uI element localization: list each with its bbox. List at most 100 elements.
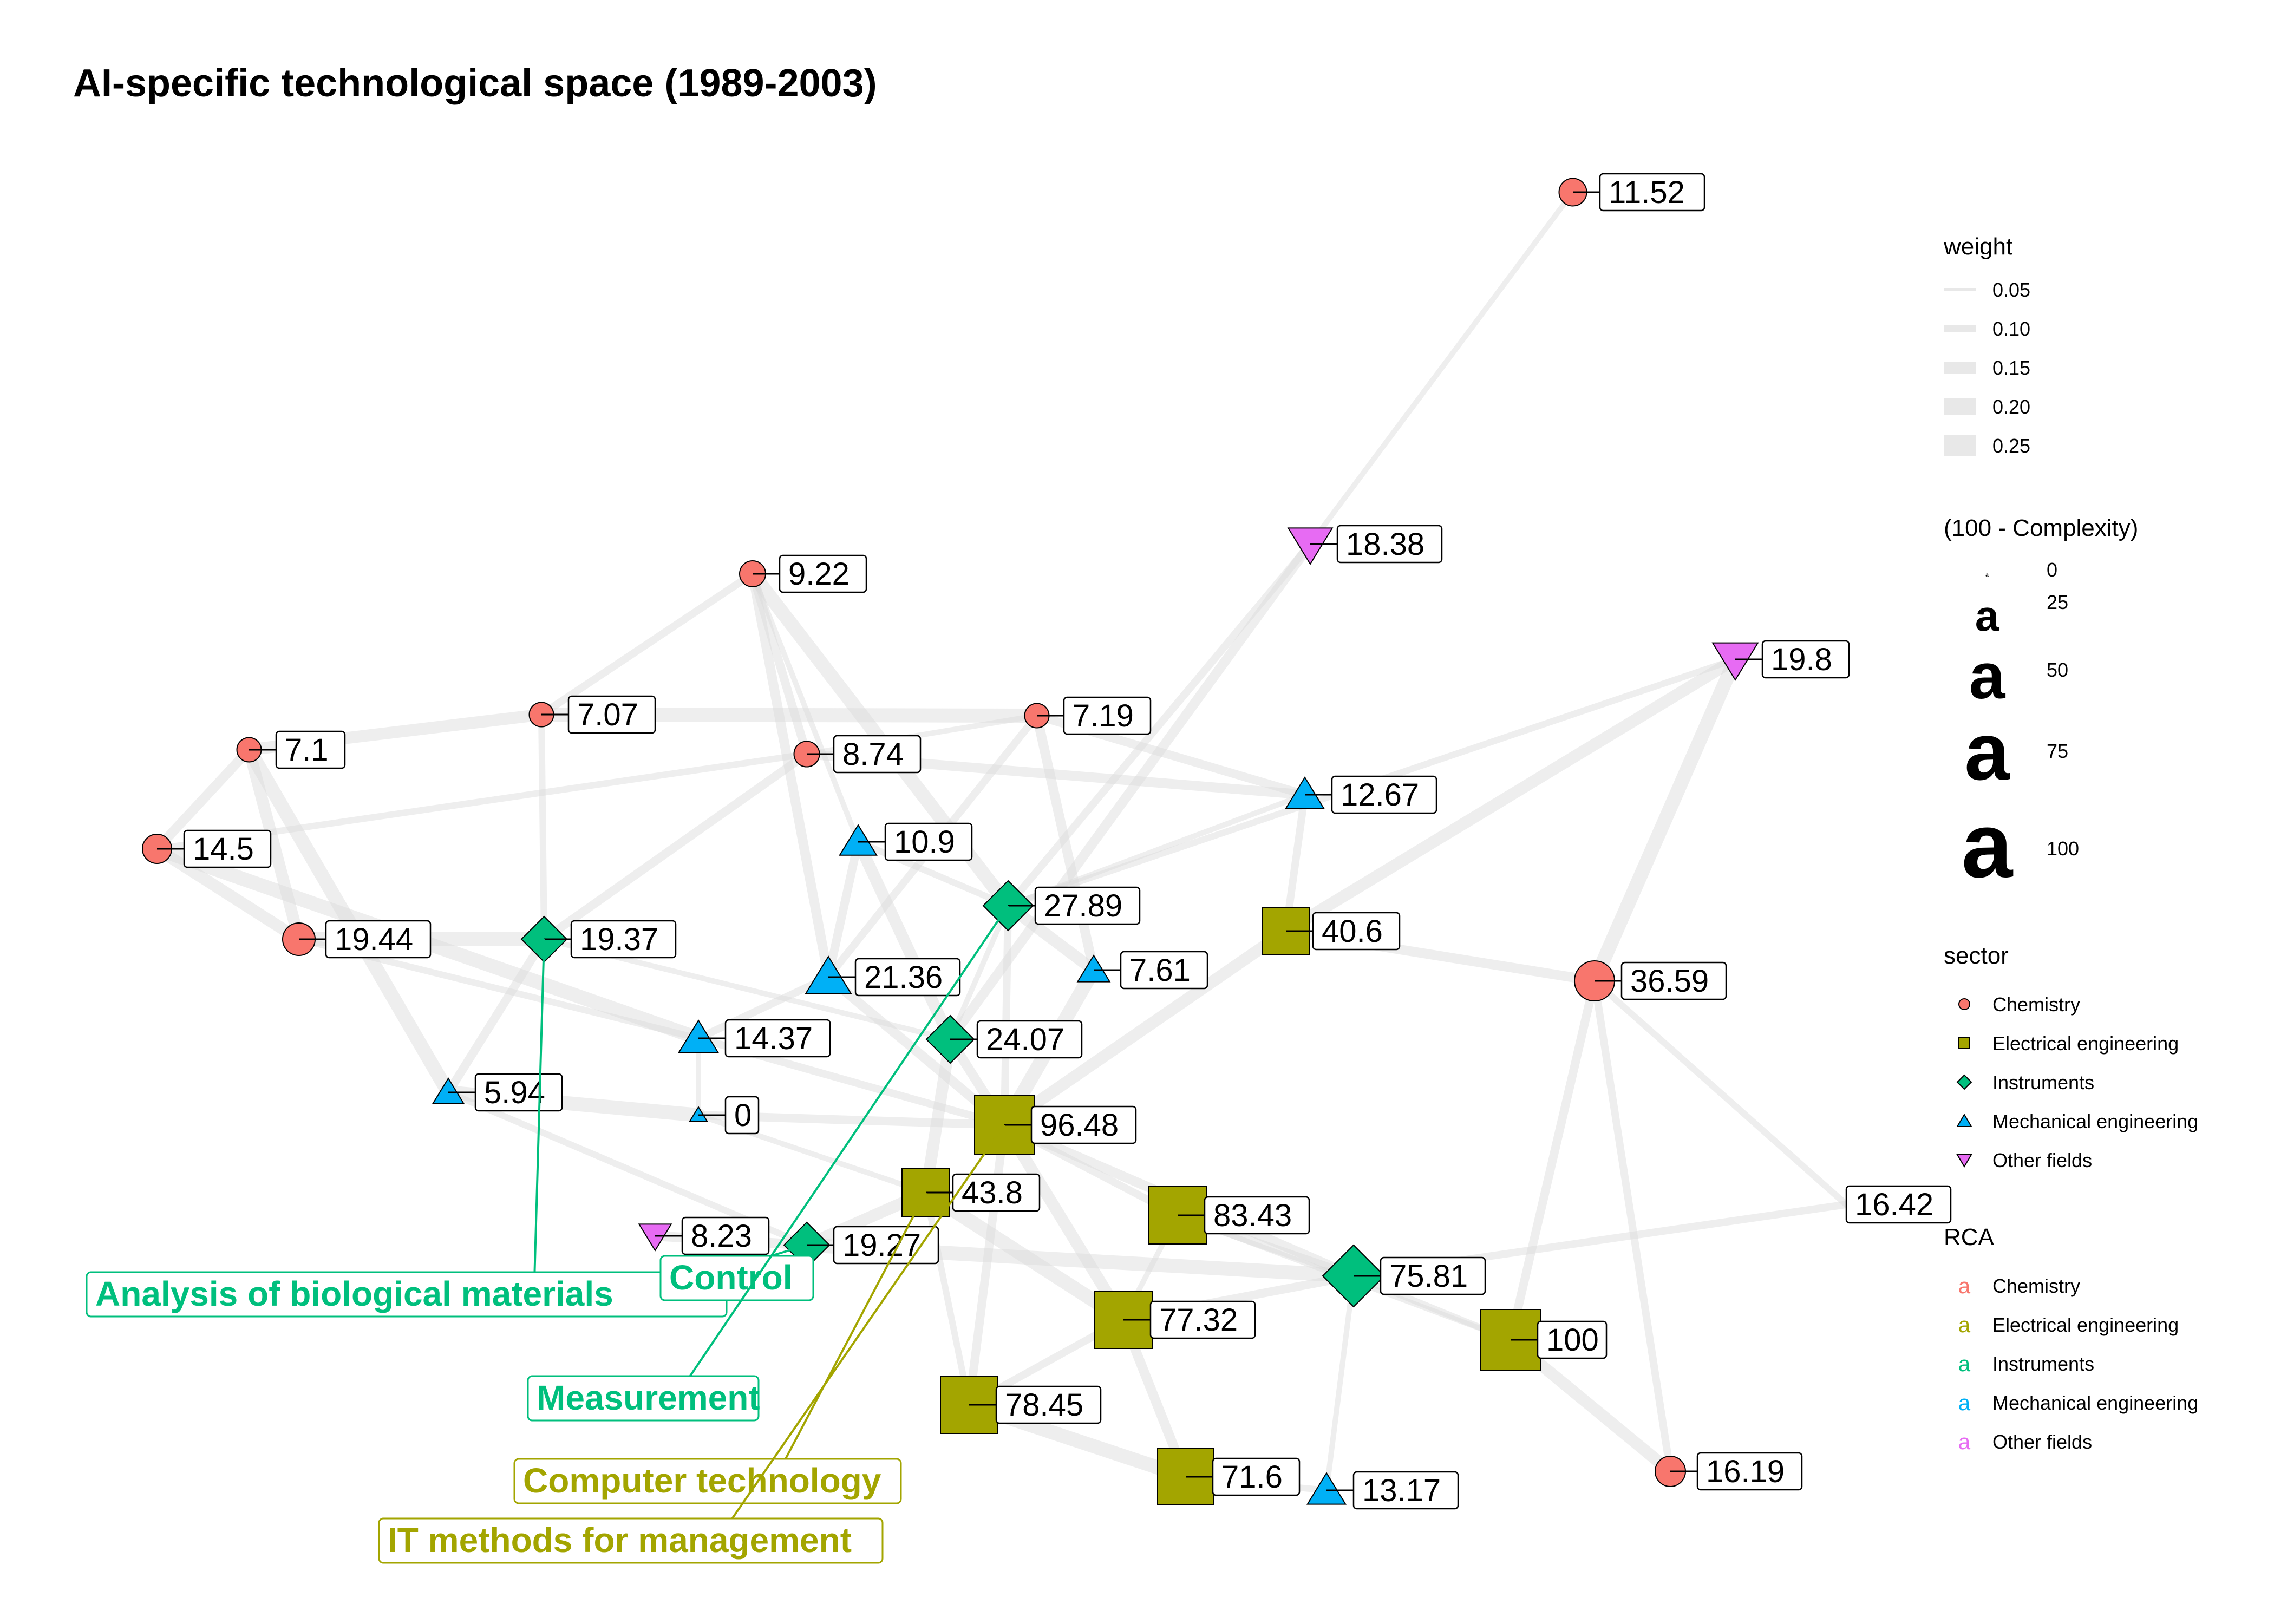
field-label-layer: Analysis of biological materials Control M…	[86, 905, 1009, 1564]
edge	[1324, 1273, 1356, 1493]
legend-size-label: 75	[2047, 740, 2068, 762]
node-label-box	[952, 1173, 1041, 1212]
node-label-box	[1696, 1452, 1803, 1491]
legend-rca-label: Mechanical engineering	[1992, 1392, 2198, 1414]
network-node: 16.19	[1655, 1452, 1803, 1491]
legend-size-glyph: a	[1969, 640, 2006, 712]
field-label-leader	[533, 939, 545, 1274]
node-value-label: 27.89	[1044, 888, 1122, 924]
legend-sector-marker	[1958, 998, 1970, 1010]
field-label-text: Control	[669, 1258, 793, 1297]
legend-size-title: (100 - Complexity)	[1944, 515, 2138, 541]
node-value-label: 100	[1546, 1322, 1599, 1358]
field-label-leader	[767, 1244, 807, 1258]
edge	[444, 935, 548, 1097]
node-value-label: 7.19	[1073, 698, 1134, 734]
node-value-label: 18.38	[1346, 527, 1424, 562]
node-value-label: 10.9	[894, 824, 955, 860]
node-label-box	[1761, 640, 1850, 679]
network-node: 8.23	[638, 1216, 770, 1255]
node-value-label: 7.07	[577, 697, 638, 732]
legend-sector-title: sector	[1944, 942, 2009, 969]
edge	[748, 569, 833, 982]
field-label-leader	[688, 905, 1009, 1378]
node-label-box	[1120, 951, 1208, 990]
node-label-box	[1599, 173, 1706, 212]
node-label-box	[884, 822, 973, 861]
edge	[748, 569, 811, 758]
edge	[945, 539, 1315, 1044]
node-label-box	[1149, 1300, 1256, 1339]
field-label: Measurement	[527, 905, 1009, 1422]
field-label-box	[378, 1517, 884, 1564]
network-node: 14.37	[677, 1019, 831, 1058]
node-label-box	[976, 1020, 1083, 1059]
legend-weight-label: 0.20	[1992, 396, 2030, 418]
edge	[965, 1121, 1009, 1409]
node-value-label: 43.8	[962, 1175, 1023, 1210]
legend-sector-label: Chemistry	[1992, 993, 2080, 1016]
field-label-text: Measurement	[537, 1378, 760, 1417]
network-node: 16.42	[1845, 1185, 1952, 1224]
legend-rca-glyph: a	[1958, 1274, 1971, 1298]
legend: weight 0.05 0.10 0.15 0.20 0.25 (100 - Complex…	[1943, 233, 2198, 1454]
node-value-label: 96.48	[1040, 1108, 1119, 1143]
node-value-label: 21.36	[864, 960, 943, 995]
legend-size-glyph: a	[1964, 706, 2010, 797]
network-node: 19.44	[282, 920, 432, 959]
node-label-box	[779, 554, 867, 593]
edge	[824, 837, 862, 981]
node-value-label: 83.43	[1213, 1198, 1292, 1233]
node-label-box	[570, 920, 677, 959]
edge	[998, 925, 1292, 1131]
node-value-label: 19.37	[580, 922, 658, 957]
network-node: 100	[1480, 1309, 1608, 1371]
node-value-label: 77.32	[1159, 1302, 1238, 1338]
node-label-box	[724, 1096, 760, 1135]
node-label-box	[1331, 775, 1437, 814]
network-node: 8.74	[793, 735, 922, 774]
network-node: 19.8	[1711, 640, 1850, 681]
legend-size-label: 100	[2047, 837, 2079, 860]
edge	[1308, 189, 1576, 547]
legend-sector-label: Mechanical engineering	[1992, 1110, 2198, 1132]
legend-rca-label: Other fields	[1992, 1431, 2092, 1453]
node-value-label: 19.8	[1771, 642, 1832, 677]
node-label-box	[567, 695, 656, 734]
node-label-box	[833, 1226, 939, 1265]
edge	[920, 1033, 956, 1199]
node-value-label: 40.6	[1322, 914, 1383, 949]
node-value-label: 16.42	[1855, 1187, 1933, 1222]
node-label-box	[1030, 1105, 1137, 1144]
node-value-label: 7.61	[1129, 953, 1191, 988]
network-node: 75.81	[1322, 1244, 1486, 1308]
legend-size-label: 50	[2047, 659, 2068, 681]
legend-sector-label: Instruments	[1992, 1071, 2094, 1093]
node-label-box	[325, 920, 432, 959]
node-value-label: 75.81	[1389, 1259, 1468, 1294]
legend-size-label: 0	[2047, 559, 2057, 581]
edge	[538, 711, 547, 942]
legend-rca-label: Chemistry	[1992, 1275, 2080, 1297]
node-marker	[1285, 776, 1325, 809]
legend-sector-label: Other fields	[1992, 1149, 2092, 1171]
edge	[948, 903, 1011, 1042]
legend-sector-marker	[1956, 1154, 1972, 1168]
legend-size-glyph: a	[1975, 592, 1999, 640]
network-node: 36.59	[1574, 960, 1727, 1001]
field-label-leader	[784, 1192, 927, 1461]
edge	[1591, 978, 1850, 1208]
node-label-box	[724, 1019, 831, 1058]
legend-size-glyph: a	[1985, 572, 1989, 578]
legend-size-label: 25	[2047, 591, 2068, 613]
field-label-text: IT methods for management	[388, 1521, 852, 1560]
edge	[151, 843, 305, 945]
node-value-label: 19.27	[842, 1228, 921, 1263]
node-value-label: 16.19	[1706, 1454, 1785, 1489]
node-value-label: 0	[734, 1098, 752, 1133]
network-node: 24.07	[925, 1014, 1083, 1064]
legend-weight-label: 0.15	[1992, 357, 2030, 379]
network-node: 71.6	[1157, 1448, 1301, 1505]
node-marker	[839, 824, 878, 856]
